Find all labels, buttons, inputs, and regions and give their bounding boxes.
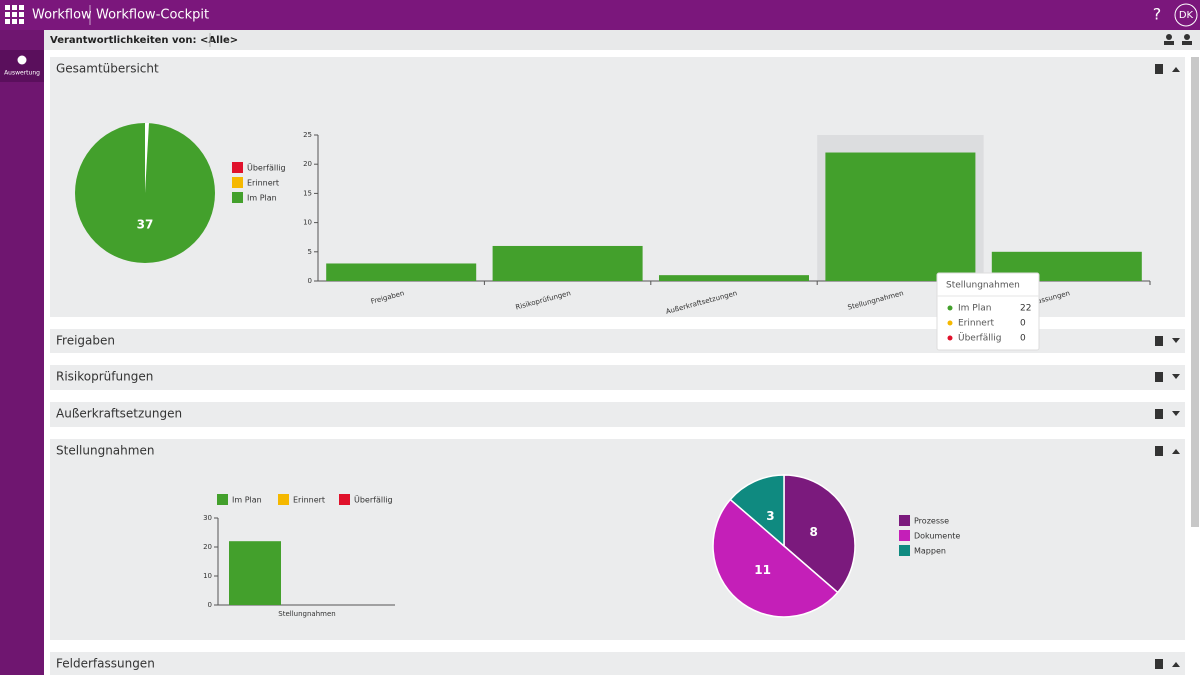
y-tick-label: 10 xyxy=(303,219,312,227)
toggle-icon[interactable] xyxy=(1172,662,1180,667)
user-initials: DK xyxy=(1179,10,1194,21)
legend-label: Erinnert xyxy=(247,179,279,188)
legend-swatch xyxy=(899,515,910,526)
sidebar-item[interactable] xyxy=(0,50,44,82)
toggle-icon[interactable] xyxy=(1172,67,1180,72)
export-icon[interactable] xyxy=(1155,336,1163,346)
export-icon[interactable] xyxy=(1155,64,1163,74)
export-icon[interactable] xyxy=(1155,409,1163,419)
y-tick-label: 10 xyxy=(203,572,212,580)
tooltip-value: 0 xyxy=(1020,319,1026,329)
bar[interactable] xyxy=(825,152,976,281)
legend-label: Im Plan xyxy=(232,496,262,505)
export-icon[interactable] xyxy=(1155,372,1163,382)
bar[interactable] xyxy=(492,245,643,281)
panel-title[interactable]: Gesamtübersicht xyxy=(56,62,159,76)
pie-label: 3 xyxy=(766,509,774,523)
legend-label: Im Plan xyxy=(247,194,277,203)
toggle-icon[interactable] xyxy=(1172,449,1180,454)
bar[interactable] xyxy=(326,263,477,281)
help[interactable]: ? xyxy=(1153,5,1162,24)
pie-label: 37 xyxy=(137,218,154,232)
panel-title[interactable]: Risikoprüfungen xyxy=(56,370,153,384)
legend-label: Dokumente xyxy=(914,532,960,541)
person-x-icon-body xyxy=(1182,41,1192,45)
app-title: Workflow-Cockpit xyxy=(96,8,209,23)
pie-slice xyxy=(712,498,839,618)
legend-label: Überfällig xyxy=(247,163,286,173)
pie-slice xyxy=(729,474,785,548)
panel xyxy=(50,439,1185,640)
tooltip-dot xyxy=(947,335,953,341)
person-x-icon[interactable] xyxy=(1184,34,1190,40)
legend-swatch xyxy=(339,494,350,505)
tooltip-dot xyxy=(947,320,953,326)
sidebar xyxy=(0,30,44,675)
app-name: Workflow xyxy=(32,8,92,23)
y-tick-label: 20 xyxy=(303,160,312,168)
app-grid-icon[interactable] xyxy=(5,5,24,24)
export-icon[interactable] xyxy=(1155,659,1163,669)
legend-label: Mappen xyxy=(914,547,946,556)
panel-title[interactable]: Stellungnahmen xyxy=(56,444,154,458)
tooltip-label: Überfällig xyxy=(958,333,1001,344)
pie-gap xyxy=(145,123,149,193)
tooltip-label: Erinnert xyxy=(958,319,995,329)
tooltip-title: Stellungnahmen xyxy=(946,281,1020,291)
panel-title[interactable]: Freigaben xyxy=(56,334,115,348)
y-tick-label: 0 xyxy=(208,601,212,609)
legend-swatch xyxy=(232,192,243,203)
panel xyxy=(50,402,1185,427)
scrollbar[interactable] xyxy=(1191,57,1199,527)
pie-slice xyxy=(783,474,856,594)
toolbar-label: Verantwortlichkeiten von: <Alle> xyxy=(50,35,238,46)
legend-swatch xyxy=(217,494,228,505)
bar[interactable] xyxy=(659,275,809,281)
legend-label: Überfällig xyxy=(354,495,393,505)
toggle-icon[interactable] xyxy=(1172,411,1180,416)
tooltip-value: 22 xyxy=(1020,304,1031,314)
legend-label: Erinnert xyxy=(293,496,325,505)
person-icon-body xyxy=(1164,41,1174,45)
y-tick-label: 15 xyxy=(303,189,312,197)
tooltip-dot xyxy=(947,305,953,311)
legend-swatch xyxy=(232,162,243,173)
person-icon[interactable] xyxy=(1166,34,1172,40)
legend-label: Prozesse xyxy=(914,517,949,526)
y-tick-label: 0 xyxy=(308,277,312,285)
panel xyxy=(50,652,1185,675)
y-tick-label: 25 xyxy=(303,131,312,139)
panel-title[interactable]: Außerkraftsetzungen xyxy=(56,407,182,421)
sidebar-icon xyxy=(17,55,27,65)
sidebar-label: Auswertung xyxy=(4,70,40,77)
toggle-icon[interactable] xyxy=(1172,374,1180,379)
y-tick-label: 30 xyxy=(203,514,212,522)
tooltip xyxy=(936,272,1040,351)
top-bar xyxy=(0,0,1200,30)
panel xyxy=(50,365,1185,390)
export-icon[interactable] xyxy=(1155,446,1163,456)
user-avatar[interactable] xyxy=(1174,3,1198,27)
bar[interactable] xyxy=(229,541,281,605)
pie-label: 11 xyxy=(754,563,771,577)
tooltip-value: 0 xyxy=(1020,334,1026,344)
panel-title[interactable]: Felderfassungen xyxy=(56,657,155,671)
legend-swatch xyxy=(899,530,910,541)
legend-swatch xyxy=(278,494,289,505)
legend-swatch xyxy=(899,545,910,556)
y-tick-label: 20 xyxy=(203,543,212,551)
pie-label: 8 xyxy=(810,525,818,539)
x-tick-label: Stellungnahmen xyxy=(278,610,335,618)
toolbar xyxy=(44,30,1200,50)
legend-swatch xyxy=(232,177,243,188)
toggle-icon[interactable] xyxy=(1172,338,1180,343)
tooltip-label: Im Plan xyxy=(958,304,991,314)
y-tick-label: 5 xyxy=(308,248,312,256)
